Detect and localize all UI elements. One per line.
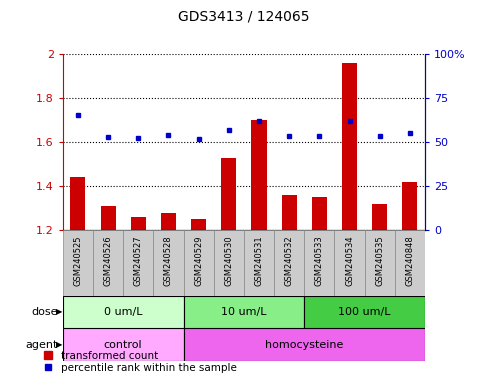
Legend: transformed count, percentile rank within the sample: transformed count, percentile rank withi… <box>44 351 236 373</box>
Bar <box>402 182 417 230</box>
Bar <box>304 296 425 328</box>
Text: 10 um/L: 10 um/L <box>221 307 267 317</box>
Text: agent: agent <box>26 339 58 350</box>
Text: 100 um/L: 100 um/L <box>339 307 391 317</box>
Text: GSM240530: GSM240530 <box>224 236 233 286</box>
Text: GDS3413 / 124065: GDS3413 / 124065 <box>178 9 310 23</box>
Bar <box>93 230 123 296</box>
Bar <box>372 204 387 230</box>
Text: ▶: ▶ <box>56 308 62 316</box>
Text: GSM240534: GSM240534 <box>345 236 354 286</box>
Text: GSM240532: GSM240532 <box>284 236 294 286</box>
Text: GSM240528: GSM240528 <box>164 236 173 286</box>
Bar <box>274 230 304 296</box>
Bar <box>123 230 154 296</box>
Text: GSM240533: GSM240533 <box>315 236 324 286</box>
Text: ▶: ▶ <box>56 340 62 349</box>
Bar <box>71 177 85 230</box>
Text: GSM240535: GSM240535 <box>375 236 384 286</box>
Text: GSM240527: GSM240527 <box>134 236 143 286</box>
Bar <box>63 296 184 328</box>
Bar <box>304 230 334 296</box>
Bar <box>252 120 267 230</box>
Text: 0 um/L: 0 um/L <box>104 307 142 317</box>
Bar <box>131 217 146 230</box>
Bar <box>244 230 274 296</box>
Text: dose: dose <box>31 307 58 317</box>
Bar <box>100 206 115 230</box>
Text: GSM240529: GSM240529 <box>194 236 203 286</box>
Bar <box>282 195 297 230</box>
Text: homocysteine: homocysteine <box>265 339 343 350</box>
Bar <box>365 230 395 296</box>
Bar <box>395 230 425 296</box>
Bar <box>161 213 176 230</box>
Bar <box>342 63 357 230</box>
Bar <box>221 157 236 230</box>
Text: GSM240526: GSM240526 <box>103 236 113 286</box>
Text: GSM240525: GSM240525 <box>73 236 83 286</box>
Bar <box>184 230 213 296</box>
Bar <box>63 230 93 296</box>
Bar <box>184 328 425 361</box>
Bar <box>312 197 327 230</box>
Bar <box>213 230 244 296</box>
Text: GSM240848: GSM240848 <box>405 236 414 286</box>
Bar <box>334 230 365 296</box>
Text: GSM240531: GSM240531 <box>255 236 264 286</box>
Bar <box>184 296 304 328</box>
Bar <box>191 219 206 230</box>
Bar <box>63 328 184 361</box>
Text: control: control <box>104 339 142 350</box>
Bar <box>154 230 184 296</box>
